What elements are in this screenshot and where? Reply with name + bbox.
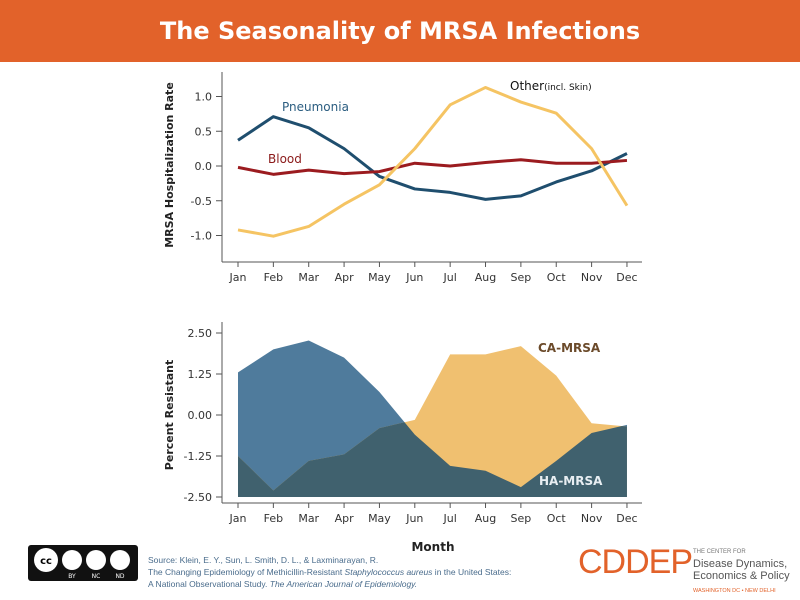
x-tick-label: Feb bbox=[264, 271, 283, 284]
line-pneumonia bbox=[237, 115, 628, 201]
cc-icon: cc BY NC ND bbox=[34, 548, 130, 580]
x-tick-label: Mar bbox=[298, 512, 319, 525]
source-citation: Source: Klein, E. Y., Sun, L. Smith, D. … bbox=[148, 554, 511, 590]
y-tick-label: -1.0 bbox=[191, 230, 212, 243]
x-tick-label: Dec bbox=[616, 271, 637, 284]
x-tick-label: Mar bbox=[298, 271, 319, 284]
x-tick-label: Jul bbox=[443, 271, 457, 284]
label-blood: Blood bbox=[268, 152, 302, 166]
y-tick-label: 0.5 bbox=[195, 125, 213, 138]
y-tick-label: -1.25 bbox=[184, 450, 212, 463]
x-tick-label: Jul bbox=[443, 512, 457, 525]
x-tick-label: Feb bbox=[264, 512, 283, 525]
logo-small: THE CENTER FOR bbox=[693, 549, 746, 555]
y-tick-label: -2.50 bbox=[184, 491, 212, 504]
x-tick-label: Oct bbox=[547, 271, 567, 284]
source-line: Source: Klein, E. Y., Sun, L. Smith, D. … bbox=[148, 555, 379, 565]
y-axis-label: MRSA Hospitalization Rate bbox=[163, 82, 176, 248]
x-tick-label: Jun bbox=[405, 271, 423, 284]
x-tick-label: May bbox=[368, 271, 391, 284]
label-other: Other(incl. Skin) bbox=[510, 79, 592, 93]
x-tick-label: Apr bbox=[335, 512, 355, 525]
y-tick-label: 0.00 bbox=[188, 409, 213, 422]
x-tick-label: Aug bbox=[475, 512, 496, 525]
label-ca-mrsa: CA-MRSA bbox=[538, 341, 601, 355]
creative-commons-badge: cc BY NC ND bbox=[28, 545, 138, 581]
x-tick-label: Sep bbox=[511, 512, 532, 525]
x-tick-label: Jan bbox=[229, 271, 247, 284]
x-tick-label: Dec bbox=[616, 512, 637, 525]
x-tick-label: Sep bbox=[511, 271, 532, 284]
y-tick-label: 2.50 bbox=[188, 327, 213, 340]
logo-location: WASHINGTON DC • NEW DELHI bbox=[693, 588, 776, 594]
citation-subtitle: A National Observational Study. bbox=[148, 579, 270, 589]
line-blood bbox=[237, 158, 628, 176]
cc-by: BY bbox=[68, 573, 76, 580]
x-tick-label: Aug bbox=[475, 271, 496, 284]
x-tick-label: May bbox=[368, 512, 391, 525]
svg-text:cc: cc bbox=[40, 556, 52, 567]
x-tick-label: Oct bbox=[547, 512, 567, 525]
area-overlap bbox=[238, 422, 627, 497]
x-tick-label: Nov bbox=[581, 271, 603, 284]
cc-nc: NC bbox=[92, 573, 101, 580]
x-tick-label: Apr bbox=[335, 271, 355, 284]
cc-nd: ND bbox=[115, 573, 124, 580]
label-pneumonia: Pneumonia bbox=[282, 100, 349, 114]
cddep-logo: CDDEP bbox=[578, 543, 693, 581]
citation-title-end: in the United States: bbox=[432, 567, 512, 577]
cddep-logo-text: THE CENTER FOR Disease Dynamics, Economi… bbox=[693, 546, 790, 597]
x-tick-label: Nov bbox=[581, 512, 603, 525]
y-tick-label: -0.5 bbox=[191, 195, 212, 208]
citation-journal: The American Journal of Epidemiology. bbox=[269, 579, 418, 589]
y-axis-label: Percent Resistant bbox=[163, 360, 176, 470]
logo-line1: Disease Dynamics, bbox=[693, 558, 788, 570]
y-tick-label: 1.0 bbox=[195, 91, 213, 104]
line-other bbox=[237, 85, 629, 238]
citation-species: Staphylococcus aureus bbox=[344, 567, 433, 577]
page-title: The Seasonality of MRSA Infections bbox=[0, 0, 800, 62]
label-ha-mrsa: HA-MRSA bbox=[539, 474, 603, 488]
x-tick-label: Jun bbox=[405, 512, 423, 525]
citation-title: The Changing Epidemiology of Methicillin… bbox=[148, 567, 345, 577]
x-tick-label: Jan bbox=[229, 512, 247, 525]
y-tick-label: 0.0 bbox=[195, 160, 213, 173]
logo-line2: Economics & Policy bbox=[693, 570, 790, 582]
x-axis-label: Month bbox=[411, 540, 454, 554]
y-tick-label: 1.25 bbox=[188, 368, 213, 381]
